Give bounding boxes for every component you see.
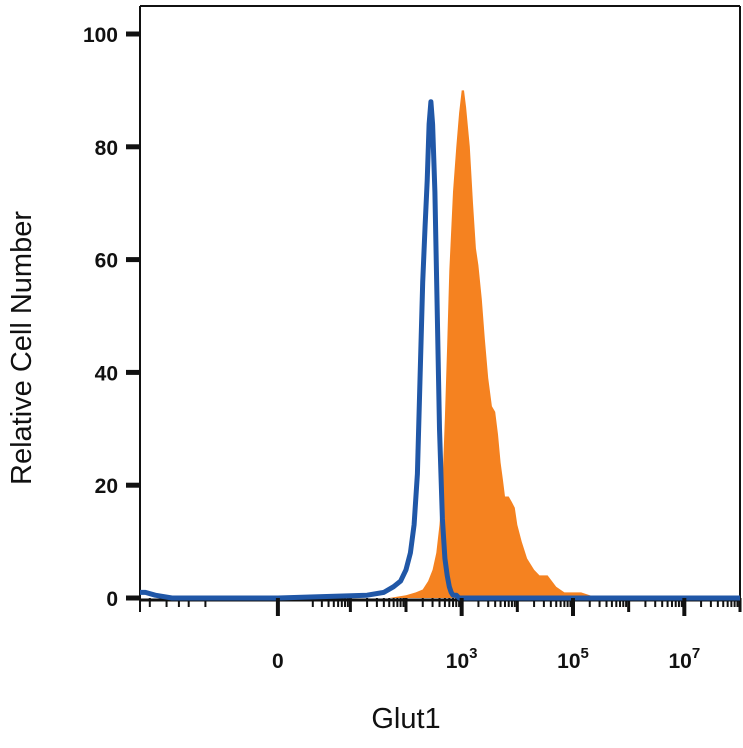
x-tick-label-105: 105 <box>557 645 589 673</box>
y-tick-label-40: 40 <box>95 362 118 385</box>
y-tick-label-60: 60 <box>95 250 118 273</box>
y-tick-label-0: 0 <box>106 588 118 611</box>
y-axis-label: Relative Cell Number <box>6 211 38 485</box>
x-axis-label: Glut1 <box>371 703 440 735</box>
x-tick-label-0: 0 <box>272 650 284 673</box>
x-tick-label-107: 107 <box>668 645 700 673</box>
ticks-layer: 0 20 40 60 80 100 0 103 105 107 <box>83 24 700 673</box>
y-tick-label-80: 80 <box>95 137 118 160</box>
y-tick-label-100: 100 <box>83 24 118 47</box>
line-layer <box>140 99 740 601</box>
y-tick-label-20: 20 <box>95 475 118 498</box>
series-control-line <box>140 99 740 601</box>
x-tick-label-103: 103 <box>446 645 478 673</box>
